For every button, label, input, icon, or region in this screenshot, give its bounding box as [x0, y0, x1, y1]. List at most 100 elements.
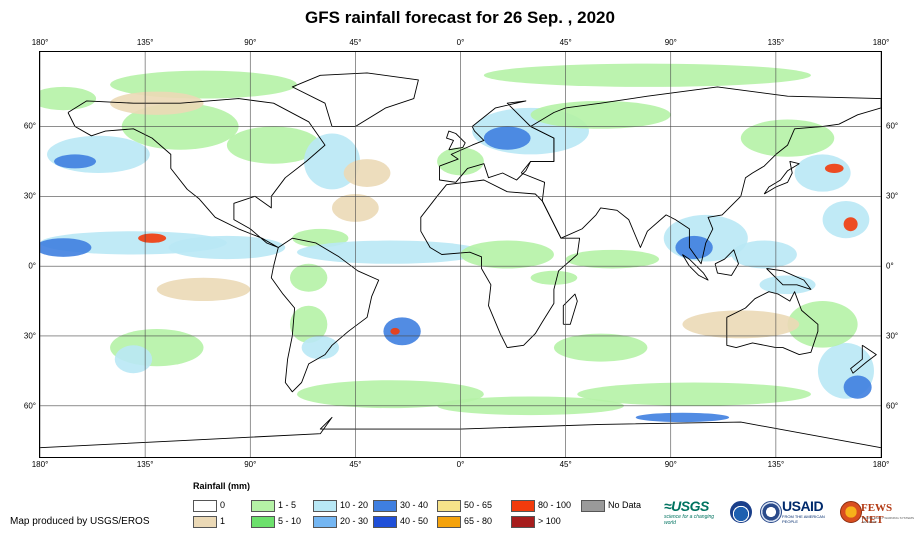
rain-area — [138, 233, 167, 243]
legend-label: 30 - 40 — [400, 500, 429, 510]
legend-item: 20 - 30 — [313, 515, 369, 528]
credit-text: Map produced by USGS/EROS — [10, 516, 150, 527]
latitude-label: 60° — [886, 401, 899, 411]
coastline-australia — [726, 291, 819, 356]
rain-area — [635, 412, 730, 423]
usgs-logo-text: ≈USGS — [664, 498, 709, 514]
latitude-label: 0° — [28, 261, 36, 271]
longitude-labels-top: 180° 135° 90° 45° 0° 45° 90° 135° 180° — [0, 38, 920, 52]
coastline-madagascar — [562, 293, 578, 325]
legend-swatch — [313, 515, 337, 528]
legend-label: 65 - 80 — [464, 516, 493, 526]
map-canvas — [40, 52, 881, 457]
legend-swatch — [581, 499, 605, 512]
coastline-asia — [520, 86, 881, 265]
legend-label: > 100 — [538, 516, 561, 526]
rain-area — [843, 375, 872, 399]
rainfall-map — [39, 51, 882, 458]
rain-area — [530, 100, 671, 129]
fews-globe-icon — [840, 501, 862, 523]
legend-item: > 100 — [511, 515, 561, 528]
latitude-label: 60° — [23, 401, 36, 411]
rain-area — [383, 317, 421, 346]
rain-area — [553, 333, 648, 362]
coastline-antarctica-edge — [40, 416, 881, 449]
rain-area — [114, 345, 153, 374]
longitude-label: 180° — [31, 38, 49, 47]
legend-label: No Data — [608, 500, 642, 510]
legend-swatch — [313, 499, 337, 512]
usaid-logo-text: USAID — [782, 498, 824, 514]
longitude-label: 90° — [244, 460, 257, 469]
longitude-label: 135° — [136, 38, 154, 47]
usgs-logo: ≈USGS science for a changing world — [664, 498, 726, 526]
legend: Rainfall (mm) 0 1 1 - 5 5 - 10 10 - 20 20 - 3… — [193, 481, 653, 533]
latitude-label: 30° — [886, 331, 899, 341]
legend-item: 30 - 40 — [373, 499, 429, 512]
longitude-label: 135° — [767, 460, 785, 469]
legend-item: 80 - 100 — [511, 499, 571, 512]
fews-logo-text: FEWS NET — [861, 502, 893, 526]
rain-area — [483, 126, 531, 150]
coastline-japan — [763, 160, 800, 195]
longitude-label: 180° — [872, 38, 890, 47]
legend-item: 0 — [193, 499, 225, 512]
legend-swatch — [373, 515, 397, 528]
noaa-logo-icon — [730, 501, 752, 523]
longitude-label: 90° — [664, 38, 677, 47]
legend-label: 1 — [220, 516, 226, 526]
latitude-label: 30° — [23, 191, 36, 201]
usaid-tagline: FROM THE AMERICAN PEOPLE — [782, 514, 825, 524]
fews-tagline: FAMINE EARLY WARNING SYSTEMS NETWORK — [862, 516, 914, 524]
legend-item: 40 - 50 — [373, 515, 428, 528]
longitude-label: 45° — [559, 460, 572, 469]
usaid-seal-icon — [760, 501, 782, 523]
rain-area — [54, 154, 97, 169]
longitude-label: 0° — [456, 38, 465, 47]
legend-item: 1 — [193, 515, 226, 528]
latitude-labels-right: 60° 30° 0° 30° 60° — [882, 0, 920, 539]
legend-swatch — [193, 515, 217, 528]
legend-item: 65 - 80 — [437, 515, 493, 528]
rain-area — [40, 86, 97, 111]
legend-swatch — [511, 515, 535, 528]
rain-area — [740, 119, 835, 157]
rain-area — [343, 159, 391, 187]
rain-area — [460, 240, 554, 269]
coastline-africa — [420, 179, 581, 349]
longitude-label: 45° — [559, 38, 572, 47]
legend-item: 50 - 65 — [437, 499, 493, 512]
legend-label: 20 - 30 — [340, 516, 369, 526]
latitude-label: 60° — [886, 121, 899, 131]
longitude-label: 135° — [767, 38, 785, 47]
coastline-new-guinea — [766, 268, 812, 290]
rain-area — [794, 154, 851, 192]
rain-area — [296, 380, 484, 409]
latitude-label: 30° — [886, 191, 899, 201]
legend-label: 10 - 20 — [340, 500, 369, 510]
coastline-indonesia-borneo — [714, 249, 739, 276]
legend-swatch — [437, 499, 461, 512]
land-outlines — [40, 72, 881, 449]
graticule — [40, 52, 881, 457]
fews-net-logo: FEWS NET FAMINE EARLY WARNING SYSTEMS NE… — [840, 498, 916, 526]
usaid-logo: USAID FROM THE AMERICAN PEOPLE — [782, 498, 838, 526]
rain-area — [289, 305, 328, 343]
legend-label: 50 - 65 — [464, 500, 493, 510]
latitude-labels-left: 60° 30° 0° 30° 60° — [0, 0, 40, 539]
legend-swatch — [193, 499, 217, 512]
legend-swatch — [511, 499, 535, 512]
longitude-label: 180° — [872, 460, 890, 469]
coastline-south-america — [270, 237, 380, 393]
legend-title: Rainfall (mm) — [193, 481, 251, 491]
rain-layer — [40, 63, 874, 423]
rain-area — [565, 249, 660, 269]
longitude-labels-bottom: 180° 135° 90° 45° 0° 45° 90° 135° 180° — [0, 460, 920, 474]
partner-logos: ≈USGS science for a changing world USAID… — [664, 498, 916, 528]
longitude-label: 45° — [349, 460, 362, 469]
longitude-label: 135° — [136, 460, 154, 469]
rain-area — [843, 217, 858, 232]
legend-label: 1 - 5 — [278, 500, 297, 510]
rain-area — [301, 335, 340, 360]
rain-area — [40, 238, 92, 257]
